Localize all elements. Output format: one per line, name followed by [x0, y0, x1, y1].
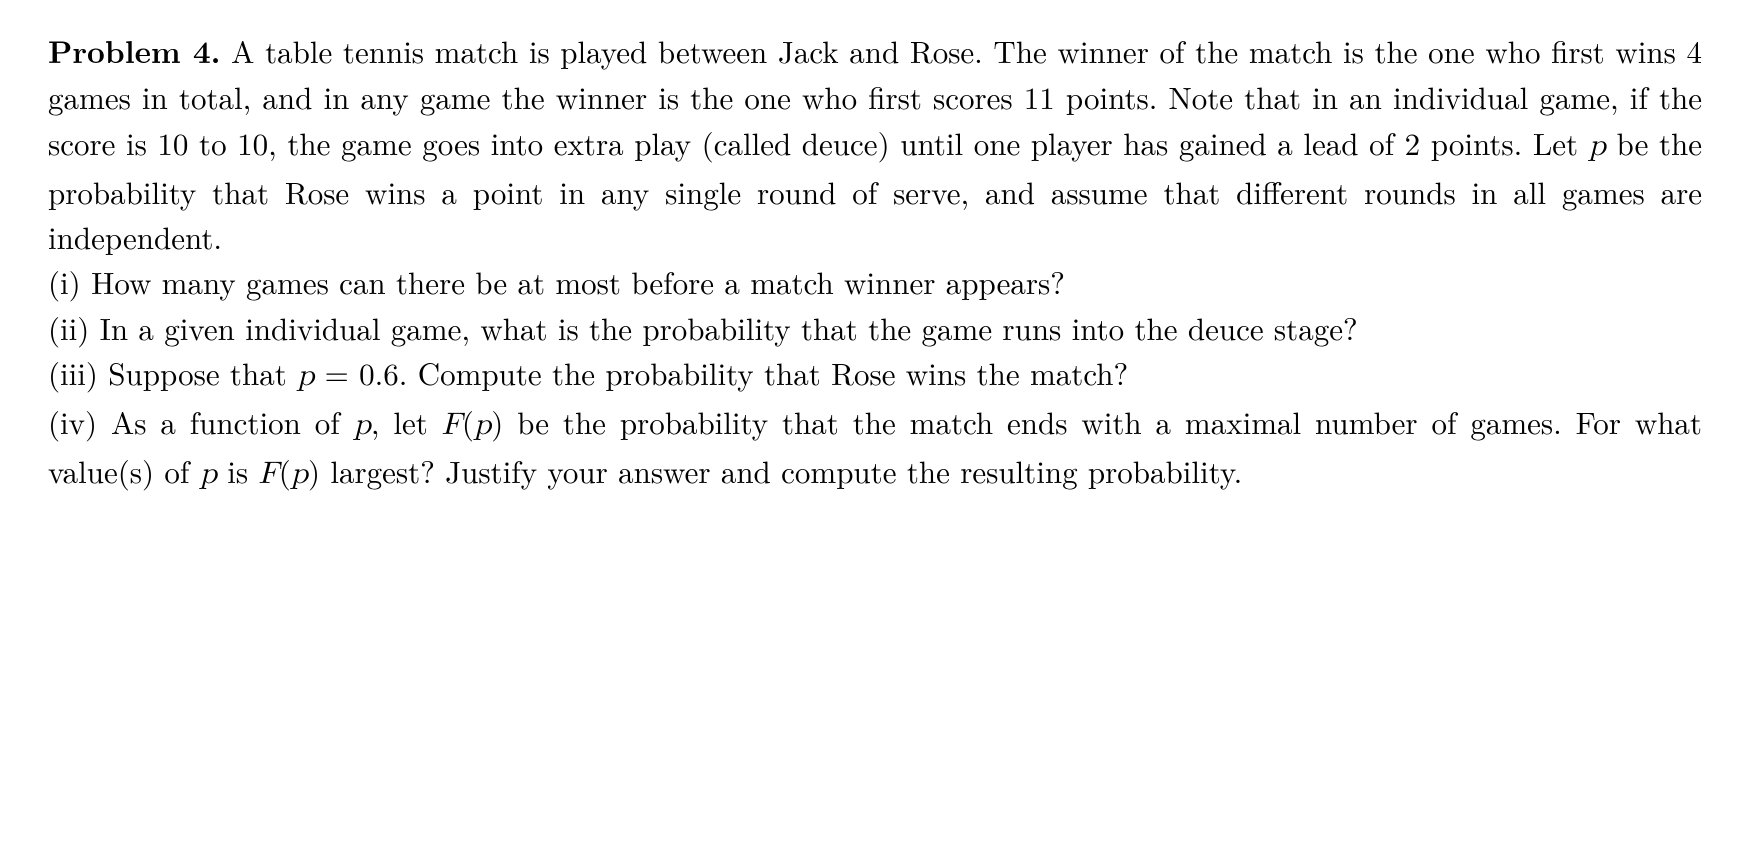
part-iv-text-a: As a function of	[97, 399, 353, 443]
part-iii-text-b: . Compute the probability that Rose wins…	[399, 350, 1128, 394]
variable-p-iv-1: p	[354, 410, 371, 441]
function-F-2: F	[258, 459, 278, 490]
part-iv-text-b: , let	[371, 399, 442, 443]
part-iv-text-e: largest? Justify your answer and compute…	[320, 448, 1242, 492]
eq-lhs: p	[297, 361, 314, 392]
variable-p-in-F-1: p	[474, 410, 491, 441]
problem-block: Problem 4. A table tennis match is playe…	[48, 28, 1702, 498]
part-iv-label: (iv)	[48, 399, 97, 443]
problem-label: Problem 4.	[48, 29, 221, 73]
variable-p: p	[1589, 131, 1606, 162]
variable-p-iv-2: p	[200, 459, 217, 490]
part-ii-label: (ii)	[48, 305, 89, 349]
paren-close-1: )	[491, 399, 503, 443]
paren-open-1: (	[462, 399, 474, 443]
part-i-label: (i)	[48, 259, 81, 303]
paren-close-2: )	[308, 448, 320, 492]
variable-p-in-F-2: p	[291, 459, 308, 490]
part-iii-label: (iii)	[48, 350, 98, 394]
paren-open-2: (	[279, 448, 291, 492]
part-iv-text-d: is	[217, 448, 258, 492]
part-i-text: How many games can there be at most befo…	[81, 259, 1065, 303]
part-ii-text: In a given individual game, what is the …	[89, 305, 1357, 349]
eq-mid: = 0.6	[314, 350, 398, 394]
part-iii-text-a: Suppose that	[98, 350, 297, 394]
intro-text-1: A table tennis match is played between J…	[48, 28, 1702, 164]
function-F-1: F	[442, 410, 462, 441]
